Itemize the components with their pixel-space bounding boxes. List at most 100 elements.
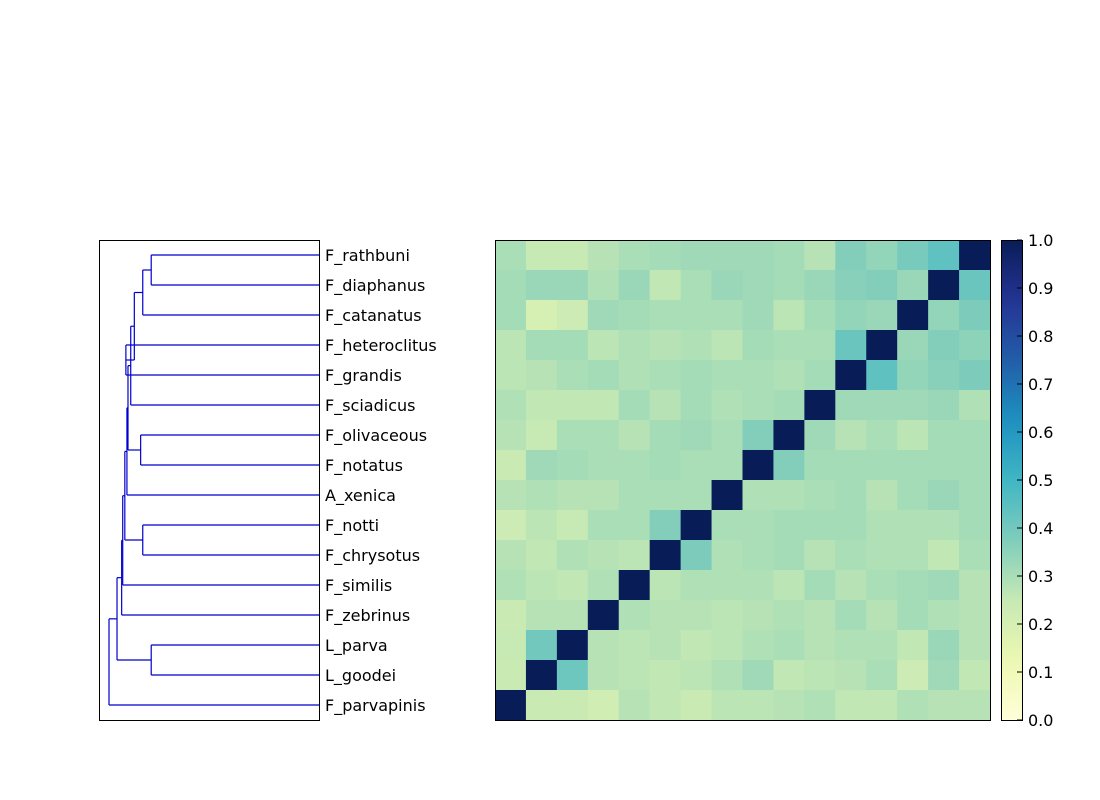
heatmap-cell: [773, 630, 805, 661]
heatmap-cell: [711, 390, 743, 421]
colorbar-tick-label: 0.1: [1028, 663, 1053, 682]
heatmap-cell: [495, 630, 527, 661]
colorbar: [1001, 240, 1023, 721]
heatmap-cell: [587, 240, 620, 271]
heatmap-cell: [773, 420, 805, 451]
heatmap-cell: [773, 450, 805, 481]
heatmap-cell: [711, 420, 743, 451]
heatmap-cell: [649, 390, 682, 421]
heatmap-cell: [649, 300, 682, 331]
colorbar-tick-label: 0.6: [1028, 423, 1053, 442]
heatmap-cell: [742, 390, 774, 421]
heatmap-cell: [525, 660, 558, 691]
heatmap-cell: [587, 360, 620, 391]
heatmap-cell: [897, 570, 929, 601]
heatmap-cell: [556, 480, 589, 511]
heatmap-cell: [773, 480, 805, 511]
heatmap-frame: [495, 240, 991, 721]
heatmap-cell: [649, 270, 682, 301]
heatmap-cell: [835, 630, 867, 661]
heatmap-cell: [556, 300, 589, 331]
heatmap-cell: [525, 600, 558, 631]
heatmap-cell: [587, 510, 620, 541]
heatmap-cell: [897, 330, 929, 361]
heatmap-cell: [804, 240, 836, 271]
heatmap-cell: [711, 690, 743, 721]
heatmap-cell: [711, 450, 743, 481]
heatmap-cell: [587, 600, 620, 631]
row-label: F_diaphanus: [325, 276, 425, 296]
heatmap-cell: [618, 360, 651, 391]
heatmap-cell: [525, 450, 558, 481]
heatmap-cell: [525, 360, 558, 391]
heatmap-cell: [649, 450, 682, 481]
heatmap-cell: [525, 390, 558, 421]
row-label: F_olivaceous: [325, 426, 427, 446]
heatmap-cell: [928, 540, 960, 571]
heatmap-cell: [835, 270, 867, 301]
heatmap-cell: [742, 510, 774, 541]
heatmap-cell: [587, 450, 620, 481]
heatmap-cell: [618, 270, 651, 301]
heatmap-cell: [587, 300, 620, 331]
heatmap-cell: [928, 630, 960, 661]
heatmap-cell: [711, 540, 743, 571]
heatmap-cell: [804, 690, 836, 721]
heatmap-cell: [773, 390, 805, 421]
heatmap-cell: [587, 480, 620, 511]
row-label: F_heteroclitus: [325, 336, 437, 356]
heatmap-cell: [680, 600, 713, 631]
heatmap-cell: [959, 240, 991, 271]
heatmap-cell: [495, 270, 527, 301]
row-label: F_parvapinis: [325, 696, 426, 716]
heatmap-cell: [525, 570, 558, 601]
heatmap-cell: [587, 630, 620, 661]
heatmap-cell: [587, 540, 620, 571]
heatmap-cell: [618, 300, 651, 331]
heatmap-cell: [495, 390, 527, 421]
heatmap-cell: [959, 420, 991, 451]
heatmap-cell: [866, 390, 898, 421]
heatmap-cell: [959, 270, 991, 301]
heatmap-cell: [959, 690, 991, 721]
heatmap-cell: [649, 330, 682, 361]
heatmap-cell: [711, 600, 743, 631]
heatmap-cell: [680, 510, 713, 541]
heatmap-cell: [773, 600, 805, 631]
heatmap-cell: [773, 360, 805, 391]
heatmap-cell: [897, 390, 929, 421]
heatmap-cell: [711, 360, 743, 391]
heatmap-cell: [680, 630, 713, 661]
heatmap-cell: [618, 660, 651, 691]
heatmap-cell: [680, 240, 713, 271]
heatmap-cell: [928, 690, 960, 721]
dendrogram: [108, 254, 320, 706]
heatmap-cell: [587, 690, 620, 721]
heatmap-cell: [618, 480, 651, 511]
heatmap-cell: [928, 570, 960, 601]
heatmap-cell: [649, 480, 682, 511]
heatmap-cell: [618, 690, 651, 721]
heatmap-cell: [866, 690, 898, 721]
heatmap-cell: [773, 330, 805, 361]
heatmap-cell: [804, 420, 836, 451]
heatmap-cell: [897, 510, 929, 541]
heatmap-cell: [556, 570, 589, 601]
heatmap-cell: [742, 270, 774, 301]
heatmap-cell: [804, 660, 836, 691]
heatmap-cell: [556, 240, 589, 271]
heatmap-cell: [618, 390, 651, 421]
heatmap-cell: [897, 240, 929, 271]
heatmap-cell: [866, 510, 898, 541]
heatmap-cell: [618, 510, 651, 541]
heatmap-cell: [742, 330, 774, 361]
heatmap-cell: [680, 480, 713, 511]
heatmap-cell: [773, 570, 805, 601]
heatmap-cell: [742, 360, 774, 391]
heatmap-cell: [711, 300, 743, 331]
heatmap-cell: [897, 300, 929, 331]
heatmap-cell: [959, 480, 991, 511]
heatmap-cell: [866, 570, 898, 601]
heatmap-cell: [742, 540, 774, 571]
